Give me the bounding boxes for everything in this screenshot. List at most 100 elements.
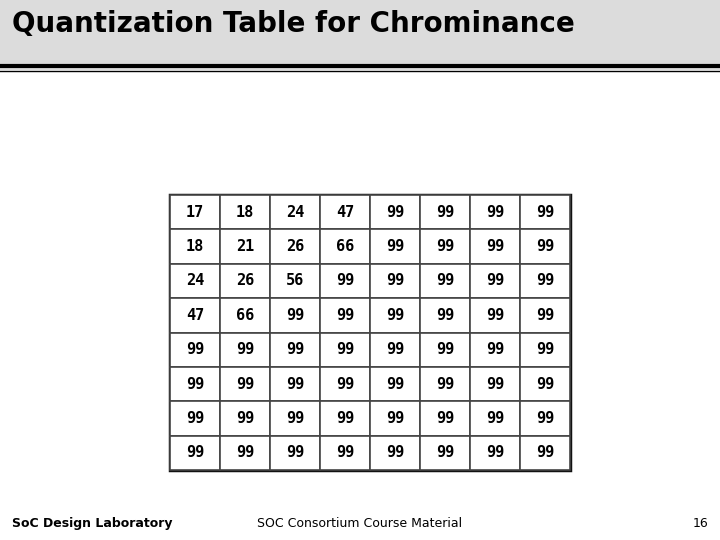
- Bar: [470, 195, 520, 230]
- Bar: [270, 333, 320, 367]
- Text: 99: 99: [436, 376, 454, 392]
- Bar: [520, 230, 570, 264]
- Bar: [520, 333, 570, 367]
- Text: 99: 99: [336, 273, 354, 288]
- Bar: [320, 264, 370, 298]
- Bar: [220, 195, 270, 230]
- Text: 99: 99: [536, 446, 554, 460]
- Bar: [170, 401, 220, 436]
- Text: 18: 18: [186, 239, 204, 254]
- Bar: [470, 298, 520, 333]
- Text: 26: 26: [236, 273, 254, 288]
- Text: 47: 47: [186, 308, 204, 323]
- Text: 99: 99: [286, 376, 304, 392]
- Text: 99: 99: [486, 342, 504, 357]
- Text: 56: 56: [286, 273, 304, 288]
- Text: 99: 99: [536, 273, 554, 288]
- Bar: [520, 264, 570, 298]
- Text: Quantization Table for Chrominance: Quantization Table for Chrominance: [12, 10, 575, 38]
- Bar: [320, 298, 370, 333]
- Bar: [470, 401, 520, 436]
- Bar: [520, 367, 570, 401]
- Text: 99: 99: [386, 342, 404, 357]
- Text: 21: 21: [236, 239, 254, 254]
- Text: SoC Design Laboratory: SoC Design Laboratory: [12, 517, 173, 530]
- Text: 99: 99: [336, 446, 354, 460]
- Bar: [170, 264, 220, 298]
- Bar: [520, 436, 570, 470]
- Text: 24: 24: [186, 273, 204, 288]
- Text: 99: 99: [336, 308, 354, 323]
- Text: 99: 99: [236, 342, 254, 357]
- Text: 99: 99: [386, 411, 404, 426]
- Text: 99: 99: [386, 446, 404, 460]
- FancyBboxPatch shape: [0, 0, 720, 70]
- Text: 99: 99: [386, 239, 404, 254]
- Bar: [220, 367, 270, 401]
- Bar: [220, 401, 270, 436]
- FancyBboxPatch shape: [170, 195, 570, 470]
- Text: 99: 99: [536, 239, 554, 254]
- Text: 99: 99: [386, 273, 404, 288]
- Text: 99: 99: [236, 446, 254, 460]
- Bar: [470, 436, 520, 470]
- Bar: [470, 367, 520, 401]
- Text: 99: 99: [436, 308, 454, 323]
- Bar: [520, 298, 570, 333]
- Bar: [320, 230, 370, 264]
- Text: 99: 99: [486, 273, 504, 288]
- Bar: [170, 230, 220, 264]
- Text: 99: 99: [186, 342, 204, 357]
- Text: 24: 24: [286, 205, 304, 220]
- Bar: [270, 401, 320, 436]
- Bar: [470, 230, 520, 264]
- Bar: [320, 367, 370, 401]
- Text: 99: 99: [536, 411, 554, 426]
- Text: 99: 99: [436, 446, 454, 460]
- Text: 99: 99: [436, 411, 454, 426]
- Text: 18: 18: [236, 205, 254, 220]
- Bar: [470, 333, 520, 367]
- Bar: [170, 298, 220, 333]
- Bar: [320, 333, 370, 367]
- Bar: [470, 264, 520, 298]
- Text: 99: 99: [386, 205, 404, 220]
- Text: 99: 99: [486, 205, 504, 220]
- Bar: [270, 298, 320, 333]
- Bar: [220, 298, 270, 333]
- Text: 17: 17: [186, 205, 204, 220]
- Bar: [520, 401, 570, 436]
- Text: 99: 99: [186, 376, 204, 392]
- Bar: [370, 401, 420, 436]
- Bar: [320, 401, 370, 436]
- Bar: [170, 195, 220, 230]
- Text: 99: 99: [536, 342, 554, 357]
- Text: 99: 99: [486, 308, 504, 323]
- Text: 99: 99: [336, 376, 354, 392]
- Bar: [420, 333, 470, 367]
- Bar: [370, 195, 420, 230]
- Text: 99: 99: [386, 376, 404, 392]
- Bar: [370, 230, 420, 264]
- Text: 99: 99: [436, 273, 454, 288]
- Text: 99: 99: [536, 376, 554, 392]
- Bar: [420, 298, 470, 333]
- Text: 99: 99: [486, 446, 504, 460]
- Text: SOC Consortium Course Material: SOC Consortium Course Material: [258, 517, 462, 530]
- Text: 66: 66: [236, 308, 254, 323]
- Text: 99: 99: [336, 342, 354, 357]
- Text: 99: 99: [536, 308, 554, 323]
- Text: 99: 99: [236, 376, 254, 392]
- Bar: [170, 367, 220, 401]
- Text: 99: 99: [186, 411, 204, 426]
- Text: 99: 99: [486, 411, 504, 426]
- Text: 99: 99: [286, 411, 304, 426]
- Bar: [270, 230, 320, 264]
- Text: 99: 99: [336, 411, 354, 426]
- Text: 99: 99: [286, 308, 304, 323]
- Bar: [270, 264, 320, 298]
- Bar: [370, 264, 420, 298]
- Text: 47: 47: [336, 205, 354, 220]
- Text: 99: 99: [286, 446, 304, 460]
- Bar: [270, 195, 320, 230]
